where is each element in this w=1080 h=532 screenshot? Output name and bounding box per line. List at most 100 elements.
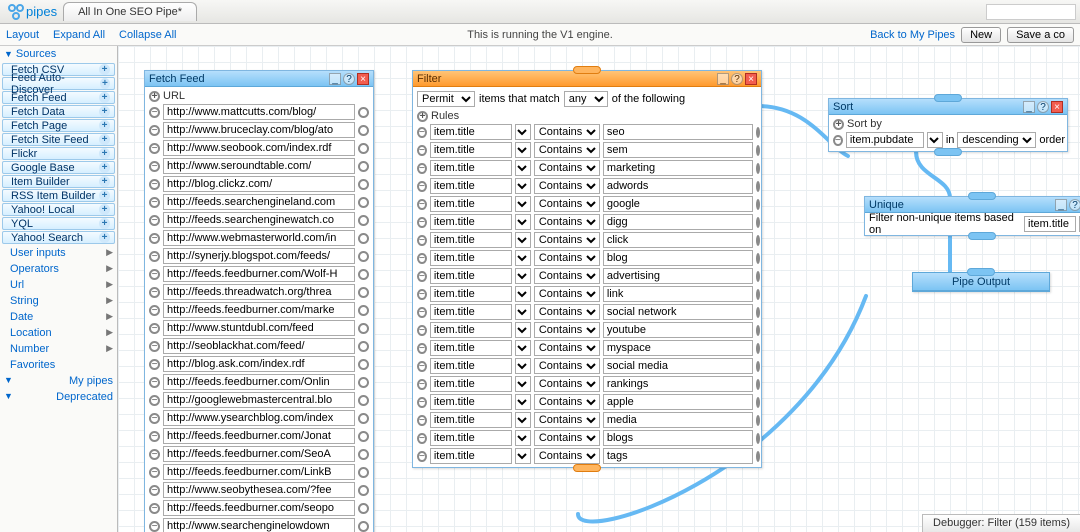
output-port-icon[interactable] [756, 289, 760, 300]
url-input[interactable] [163, 410, 355, 426]
input-connector[interactable] [573, 66, 601, 74]
rule-op-select[interactable]: Contains [534, 232, 600, 248]
rule-op-select[interactable]: Contains [534, 304, 600, 320]
sidebar-link[interactable]: Operators▶ [0, 261, 117, 277]
rule-op-select[interactable]: Contains [534, 196, 600, 212]
sort-order-select[interactable]: descending [957, 132, 1036, 148]
rule-field-input[interactable] [430, 430, 512, 446]
rule-field-picker[interactable] [515, 358, 531, 374]
url-input[interactable] [163, 122, 355, 138]
output-connector[interactable] [934, 148, 962, 156]
close-icon[interactable]: × [357, 73, 369, 85]
remove-port-icon[interactable] [149, 251, 160, 262]
rule-term-input[interactable] [603, 430, 753, 446]
output-port-icon[interactable] [756, 127, 760, 138]
output-port-icon[interactable] [358, 467, 369, 478]
remove-port-icon[interactable] [149, 215, 160, 226]
output-port-icon[interactable] [358, 413, 369, 424]
rule-field-picker[interactable] [515, 160, 531, 176]
add-icon[interactable]: + [99, 232, 110, 243]
url-input[interactable] [163, 320, 355, 336]
output-port-icon[interactable] [358, 305, 369, 316]
url-input[interactable] [163, 302, 355, 318]
output-port-icon[interactable] [358, 107, 369, 118]
remove-port-icon[interactable] [417, 271, 427, 282]
remove-port-icon[interactable] [417, 253, 427, 264]
sidebar-link[interactable]: Number▶ [0, 341, 117, 357]
rule-op-select[interactable]: Contains [534, 268, 600, 284]
sidebar-link[interactable]: Url▶ [0, 277, 117, 293]
output-connector[interactable] [968, 232, 996, 240]
rule-op-select[interactable]: Contains [534, 250, 600, 266]
rule-term-input[interactable] [603, 124, 753, 140]
sidebar-link[interactable]: User inputs▶ [0, 245, 117, 261]
remove-port-icon[interactable] [417, 217, 427, 228]
rule-field-picker[interactable] [515, 142, 531, 158]
output-port-icon[interactable] [756, 325, 760, 336]
rule-op-select[interactable]: Contains [534, 214, 600, 230]
rule-term-input[interactable] [603, 196, 753, 212]
remove-port-icon[interactable] [149, 503, 160, 514]
help-icon[interactable]: ? [731, 73, 743, 85]
new-button[interactable]: New [961, 27, 1001, 43]
remove-port-icon[interactable] [149, 359, 160, 370]
output-port-icon[interactable] [358, 521, 369, 532]
source-item[interactable]: Flickr+ [2, 147, 115, 160]
rule-field-picker[interactable] [515, 124, 531, 140]
rule-op-select[interactable]: Contains [534, 124, 600, 140]
rule-field-input[interactable] [430, 142, 512, 158]
remove-port-icon[interactable] [417, 343, 427, 354]
module-filter[interactable]: Filter _ ? × Permit items that match any… [412, 70, 762, 468]
input-connector[interactable] [967, 268, 995, 276]
minimize-icon[interactable]: _ [1055, 199, 1067, 211]
output-port-icon[interactable] [358, 197, 369, 208]
url-input[interactable] [163, 248, 355, 264]
remove-port-icon[interactable] [149, 377, 160, 388]
rule-term-input[interactable] [603, 412, 753, 428]
minimize-icon[interactable]: _ [1023, 101, 1035, 113]
remove-port-icon[interactable] [149, 449, 160, 460]
rule-op-select[interactable]: Contains [534, 322, 600, 338]
module-header[interactable]: Fetch Feed _ ? × [145, 71, 373, 87]
output-port-icon[interactable] [756, 307, 760, 318]
url-input[interactable] [163, 392, 355, 408]
remove-port-icon[interactable] [417, 307, 427, 318]
output-port-icon[interactable] [358, 161, 369, 172]
sidebar-link[interactable]: ▼ My pipes [0, 373, 117, 389]
add-icon[interactable]: + [99, 64, 110, 75]
rule-term-input[interactable] [603, 358, 753, 374]
output-port-icon[interactable] [756, 181, 760, 192]
rule-op-select[interactable]: Contains [534, 160, 600, 176]
rule-op-select[interactable]: Contains [534, 340, 600, 356]
remove-port-icon[interactable] [149, 161, 160, 172]
close-icon[interactable]: × [1051, 101, 1063, 113]
url-input[interactable] [163, 140, 355, 156]
output-port-icon[interactable] [358, 179, 369, 190]
canvas[interactable]: Fetch Feed _ ? × URL Filter _ ? × [118, 46, 1080, 532]
pipe-tab[interactable]: All In One SEO Pipe* [63, 2, 197, 21]
help-icon[interactable]: ? [1069, 199, 1080, 211]
app-logo[interactable]: pipes [2, 4, 63, 20]
sidebar-link[interactable]: ▼ Deprecated [0, 389, 117, 405]
rule-field-input[interactable] [430, 160, 512, 176]
url-input[interactable] [163, 356, 355, 372]
add-icon[interactable]: + [99, 92, 110, 103]
rule-op-select[interactable]: Contains [534, 178, 600, 194]
output-port-icon[interactable] [358, 287, 369, 298]
output-port-icon[interactable] [756, 163, 760, 174]
url-input[interactable] [163, 230, 355, 246]
remove-port-icon[interactable] [417, 145, 427, 156]
remove-port-icon[interactable] [149, 521, 160, 532]
close-icon[interactable]: × [745, 73, 757, 85]
debugger-bar[interactable]: Debugger: Filter (159 items) [922, 514, 1080, 532]
rule-op-select[interactable]: Contains [534, 142, 600, 158]
rule-term-input[interactable] [603, 322, 753, 338]
output-port-icon[interactable] [358, 323, 369, 334]
rule-field-picker[interactable] [515, 232, 531, 248]
remove-port-icon[interactable] [417, 163, 427, 174]
rule-op-select[interactable]: Contains [534, 286, 600, 302]
output-port-icon[interactable] [756, 361, 760, 372]
rule-field-input[interactable] [430, 196, 512, 212]
rule-field-picker[interactable] [515, 322, 531, 338]
source-item[interactable]: Google Base+ [2, 161, 115, 174]
